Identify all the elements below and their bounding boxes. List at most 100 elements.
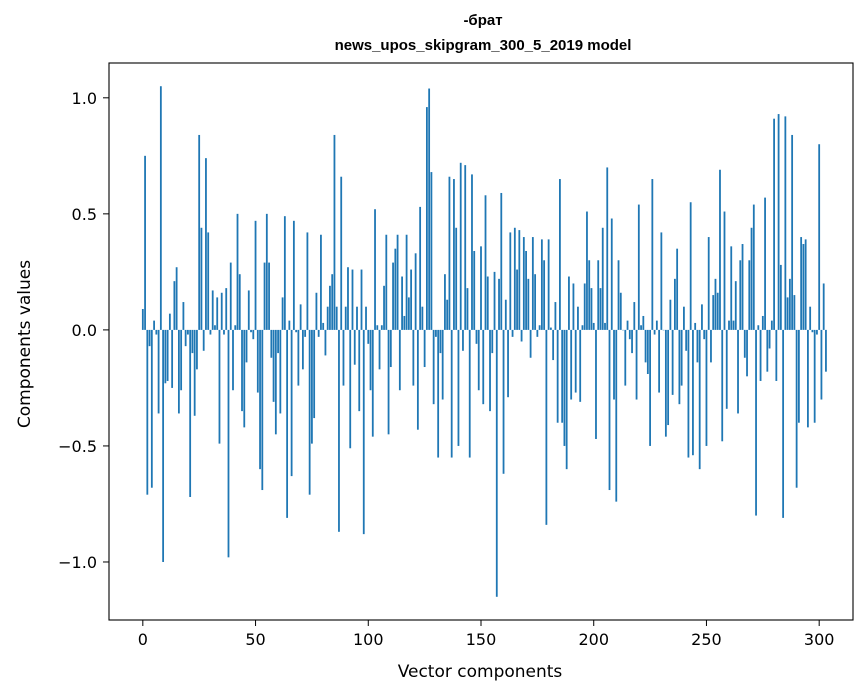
bar (678, 329, 681, 405)
bar (403, 315, 406, 330)
bar (148, 329, 151, 347)
bar (360, 269, 363, 330)
bar (374, 209, 376, 330)
bar (173, 281, 176, 330)
bar (238, 274, 241, 330)
bar (232, 329, 234, 391)
bar (732, 320, 735, 330)
bar (338, 329, 340, 532)
bar (748, 260, 751, 330)
bar (509, 232, 512, 330)
bar (687, 329, 690, 458)
bar (637, 204, 640, 330)
bar (703, 329, 706, 340)
bar (259, 329, 261, 470)
bar (825, 329, 827, 372)
bar (277, 329, 279, 354)
bar (344, 306, 347, 330)
bar (473, 250, 476, 330)
bar (579, 329, 582, 402)
x-axis-label: Vector components (398, 662, 563, 682)
bar (444, 274, 446, 330)
bar (256, 329, 259, 393)
bar (822, 283, 825, 330)
bar (788, 278, 791, 330)
bar (301, 329, 304, 370)
bar (667, 329, 670, 426)
bar (520, 329, 523, 342)
bar (216, 297, 219, 330)
bar (333, 134, 336, 330)
bar (187, 329, 189, 335)
bar (737, 329, 739, 414)
bar (807, 329, 809, 428)
bar (387, 329, 390, 435)
bar (773, 118, 775, 330)
bar (610, 218, 613, 330)
bar (586, 211, 588, 330)
bar (493, 271, 496, 330)
bar (365, 306, 367, 330)
bar (261, 329, 264, 491)
bar (705, 329, 708, 446)
bar (295, 329, 298, 333)
bar (710, 329, 712, 363)
bar (655, 320, 658, 330)
bar (613, 329, 615, 400)
plot-frame (108, 62, 854, 621)
bar (671, 329, 674, 395)
bar (380, 325, 383, 330)
bar (428, 88, 431, 330)
bar (707, 237, 710, 330)
bar (755, 329, 757, 516)
x-axis-ticks: 0 50 100 150 200 250 300 (138, 620, 834, 649)
bar (577, 306, 579, 330)
bar (268, 262, 270, 330)
bar (367, 329, 370, 344)
bar (486, 276, 489, 330)
bar (464, 165, 467, 330)
bar (601, 227, 604, 330)
bar (502, 329, 505, 474)
bar (680, 329, 683, 386)
bar (220, 292, 223, 330)
bar (191, 329, 194, 354)
bar (247, 290, 250, 330)
bar (155, 329, 158, 335)
bar (692, 329, 694, 456)
bar (640, 325, 642, 330)
bar (196, 329, 198, 370)
bar (223, 329, 225, 335)
bar (288, 320, 291, 330)
bar (818, 144, 821, 330)
bar (405, 234, 408, 330)
bar (536, 329, 539, 337)
bar (583, 283, 586, 330)
bar (739, 260, 742, 330)
bar (202, 329, 205, 351)
bar (396, 234, 399, 330)
bar (435, 329, 437, 337)
bar (777, 114, 780, 330)
bar (626, 320, 629, 330)
bar (279, 329, 282, 414)
bar (347, 267, 349, 330)
bar (766, 329, 769, 372)
bar (482, 329, 485, 405)
bar (236, 213, 239, 330)
bar (802, 244, 805, 330)
bar (286, 329, 289, 518)
bar (389, 329, 392, 368)
bar (712, 295, 715, 330)
bar (525, 250, 527, 330)
bar (385, 234, 388, 330)
bar (770, 320, 773, 330)
bar (159, 86, 162, 330)
bar (782, 329, 785, 518)
bar (723, 211, 726, 330)
bar (813, 329, 816, 423)
bar (543, 260, 546, 330)
x-tick-label: 250 (691, 630, 722, 649)
bar (205, 158, 207, 330)
